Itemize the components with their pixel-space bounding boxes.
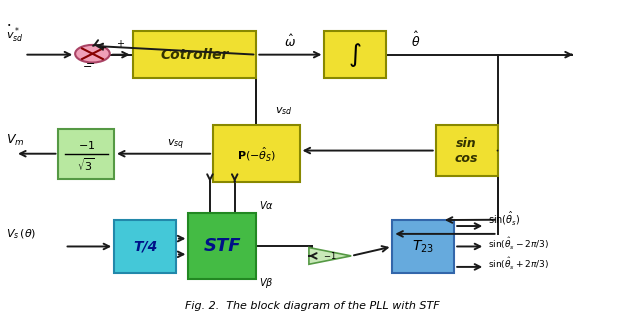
Text: $\bullet$: $\bullet$ xyxy=(6,21,11,28)
Text: $\hat{\omega}$: $\hat{\omega}$ xyxy=(285,34,296,50)
Text: $T_{23}$: $T_{23}$ xyxy=(412,238,434,255)
Text: $\hat{\theta}$: $\hat{\theta}$ xyxy=(411,31,421,50)
Text: $v^*_{sd}$: $v^*_{sd}$ xyxy=(6,26,24,45)
Text: sin
cos: sin cos xyxy=(455,137,479,164)
Text: $V_m$: $V_m$ xyxy=(6,133,24,148)
Bar xyxy=(436,125,497,176)
Text: $\sqrt{3}$: $\sqrt{3}$ xyxy=(77,156,95,173)
Polygon shape xyxy=(309,248,351,264)
Text: $\sin(\hat{\theta}_s-2\pi/3)$: $\sin(\hat{\theta}_s-2\pi/3)$ xyxy=(488,236,550,252)
Bar xyxy=(59,129,114,179)
Text: T/4: T/4 xyxy=(133,239,157,253)
Text: $v_{sd}$: $v_{sd}$ xyxy=(275,105,293,116)
Text: $v_{sq}$: $v_{sq}$ xyxy=(167,137,184,152)
Text: ∫: ∫ xyxy=(349,43,362,67)
Text: $-1$: $-1$ xyxy=(77,139,95,151)
Bar xyxy=(213,125,300,182)
Text: +: + xyxy=(98,43,106,52)
Text: Fig. 2.  The block diagram of the PLL with STF: Fig. 2. The block diagram of the PLL wit… xyxy=(185,301,439,311)
Text: $V_s\,(\theta)$: $V_s\,(\theta)$ xyxy=(6,227,36,241)
Text: $\sin(\hat{\theta}_s)$: $\sin(\hat{\theta}_s)$ xyxy=(488,209,521,227)
Bar xyxy=(133,31,256,78)
Bar xyxy=(324,31,386,78)
Text: −: − xyxy=(83,62,92,72)
Text: Cotroller: Cotroller xyxy=(160,48,228,62)
Bar xyxy=(188,213,256,279)
Bar xyxy=(114,220,176,273)
Bar xyxy=(392,220,454,273)
Text: $\sin(\hat{\theta}_s+2\pi/3)$: $\sin(\hat{\theta}_s+2\pi/3)$ xyxy=(488,256,550,272)
Text: $-1$: $-1$ xyxy=(323,251,337,261)
Text: $\mathbf{P}(-\hat{\theta}_S)$: $\mathbf{P}(-\hat{\theta}_S)$ xyxy=(236,145,276,163)
Text: STF: STF xyxy=(203,237,241,255)
Text: +: + xyxy=(116,39,124,49)
Text: $V\beta$: $V\beta$ xyxy=(260,276,274,290)
Circle shape xyxy=(75,45,110,62)
Text: $V\alpha$: $V\alpha$ xyxy=(260,199,275,211)
Text: −: − xyxy=(86,59,95,69)
